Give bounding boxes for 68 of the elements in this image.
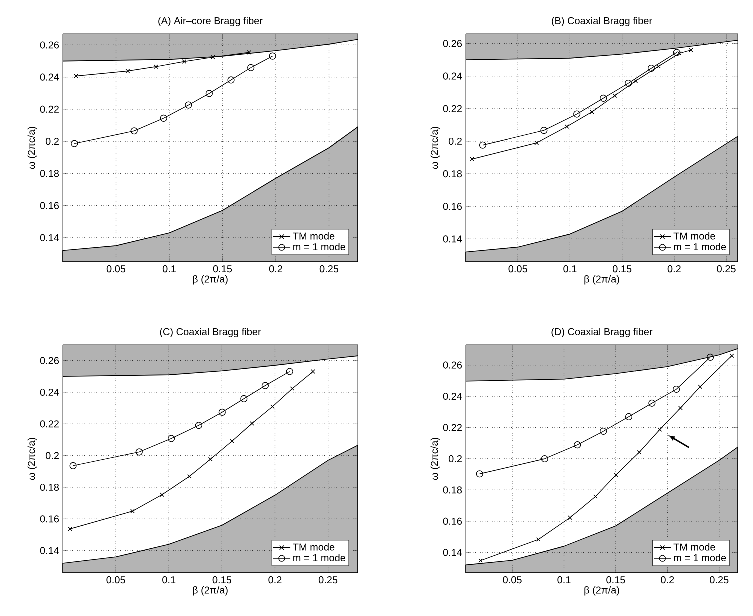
y-tick-label: 0.2 [46, 138, 59, 146]
x-tick-label: 0.15 [212, 576, 232, 584]
legend-label: TM mode [674, 543, 716, 551]
legend-label: TM mode [293, 232, 335, 240]
x-axis-title: β (2π/a) [193, 275, 228, 285]
y-tick-label: 0.26 [40, 42, 60, 49]
x-tick-label: 0.05 [106, 576, 126, 584]
chart-title: (C) Coaxial Bragg fiber [160, 328, 262, 338]
y-tick-label: 0.16 [40, 516, 60, 523]
y-tick-label: 0.2 [46, 452, 59, 460]
y-tick-label: 0.24 [443, 72, 462, 80]
x-axis-title: β (2π/a) [193, 586, 228, 596]
y-tick-label: 0.26 [443, 40, 462, 48]
legend-label: m = 1 mode [674, 554, 726, 562]
y-tick-label: 0.24 [40, 388, 60, 396]
legend-label: TM mode [674, 232, 716, 240]
x-axis-title: β (2π/a) [584, 275, 620, 285]
y-tick-label: 0.16 [443, 203, 462, 210]
x-tick-label: 0.2 [661, 576, 674, 584]
y-axis-title: ω (2πc/a) [28, 438, 38, 480]
x-tick-label: 0.05 [503, 576, 522, 584]
legend-label: m = 1 mode [294, 243, 346, 251]
y-tick-label: 0.26 [40, 357, 60, 364]
x-tick-label: 0.2 [269, 266, 282, 273]
x-tick-label: 0.05 [106, 266, 126, 273]
y-tick-label: 0.2 [448, 455, 462, 463]
x-tick-label: 0.1 [564, 266, 577, 273]
y-tick-label: 0.18 [40, 484, 60, 492]
x-tick-label: 0.25 [320, 266, 339, 273]
y-tick-label: 0.22 [40, 420, 59, 428]
y-tick-label: 0.22 [443, 424, 462, 432]
y-tick-label: 0.24 [443, 392, 462, 400]
x-tick-label: 0.1 [162, 266, 176, 273]
y-axis-title: ω (2πc/a) [28, 127, 38, 170]
legend-label: TM mode [293, 543, 335, 551]
y-tick-label: 0.22 [40, 106, 59, 113]
x-tick-label: 0.15 [612, 266, 632, 273]
chart-title: (D) Coaxial Bragg fiber [552, 328, 653, 338]
y-tick-label: 0.14 [443, 549, 462, 556]
x-tick-label: 0.25 [710, 576, 729, 584]
y-tick-label: 0.24 [40, 74, 60, 81]
y-tick-label: 0.18 [40, 170, 60, 178]
legend-label: m = 1 mode [294, 554, 346, 562]
y-tick-label: 0.18 [443, 170, 462, 178]
y-tick-label: 0.14 [443, 236, 462, 243]
y-tick-label: 0.14 [40, 547, 60, 554]
y-tick-label: 0.2 [448, 138, 462, 146]
x-axis-title: β (2π/a) [584, 586, 620, 596]
chart-title: (A) Air–core Bragg fiber [158, 17, 263, 26]
y-tick-label: 0.16 [443, 518, 462, 525]
x-tick-label: 0.25 [717, 266, 736, 273]
y-tick-label: 0.14 [40, 234, 60, 242]
x-tick-label: 0.2 [668, 266, 681, 273]
x-tick-label: 0.1 [558, 576, 571, 584]
y-tick-label: 0.16 [40, 202, 60, 210]
x-tick-label: 0.05 [508, 266, 528, 273]
x-tick-label: 0.2 [268, 576, 282, 584]
y-axis-title: ω (2πc/a) [430, 438, 440, 480]
chart-title: (B) Coaxial Bragg fiber [552, 17, 652, 26]
x-tick-label: 0.25 [318, 576, 338, 584]
y-axis-title: ω (2πc/a) [430, 127, 440, 170]
y-tick-label: 0.18 [443, 486, 462, 494]
x-tick-label: 0.1 [162, 576, 176, 584]
y-tick-label: 0.26 [443, 362, 462, 369]
legend-label: m = 1 mode [674, 243, 726, 251]
y-tick-label: 0.22 [443, 105, 462, 112]
x-tick-label: 0.15 [606, 576, 626, 584]
x-tick-label: 0.15 [213, 266, 232, 273]
